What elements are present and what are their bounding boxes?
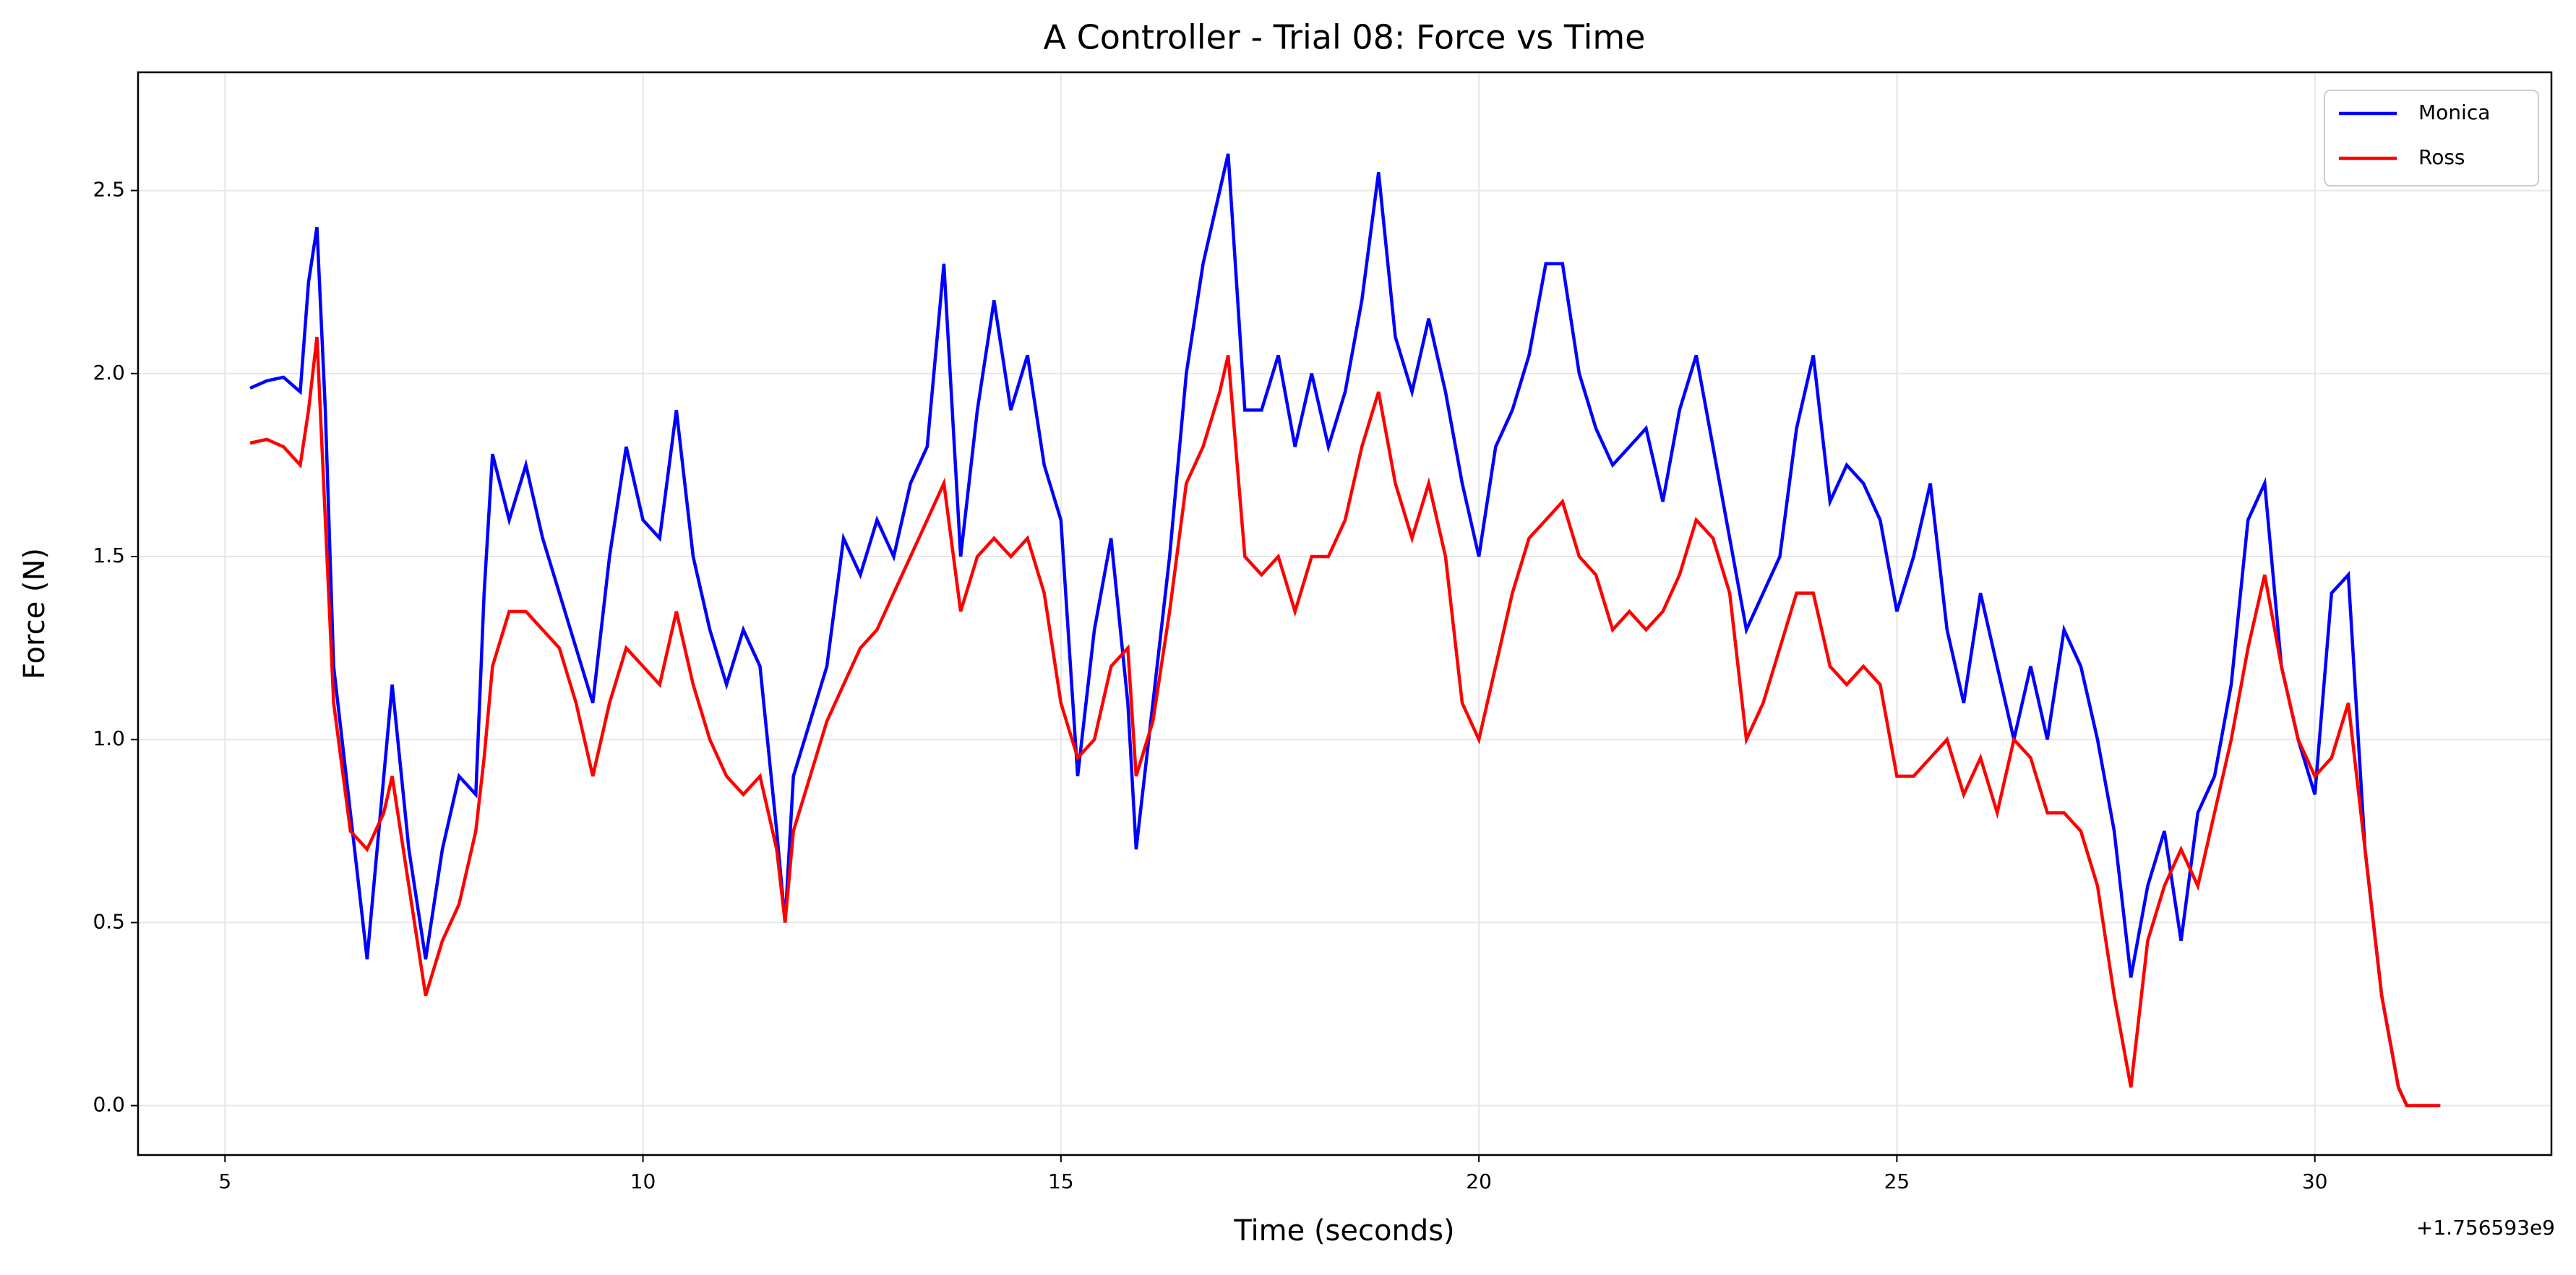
x-tick-label: 25 [1884,1169,1910,1193]
y-tick-label: 0.5 [93,909,125,933]
x-tick-label: 20 [1466,1169,1492,1193]
y-tick-label: 1.5 [93,544,125,567]
chart-title: A Controller - Trial 08: Force vs Time [1044,18,1646,57]
series-line [249,336,2441,1107]
x-tick-label: 30 [2302,1169,2328,1193]
plot-frame [137,71,2553,1156]
y-tick-label: 1.0 [93,726,125,750]
legend-label: Ross [2418,145,2465,169]
y-axis-label: Force (N) [18,548,51,679]
y-tick-label: 2.0 [93,361,125,385]
x-tick-label: 15 [1048,1169,1074,1193]
x-tick-label: 10 [630,1169,656,1193]
x-offset-label: +1.756593e9 [2416,1216,2555,1240]
x-tick-label: 5 [218,1169,231,1193]
series-line [249,153,2441,1107]
y-tick-label: 0.0 [93,1093,125,1117]
x-axis-label: Time (seconds) [1233,1214,1454,1248]
legend-label: Monica [2418,100,2490,124]
y-tick-label: 2.5 [93,178,125,202]
